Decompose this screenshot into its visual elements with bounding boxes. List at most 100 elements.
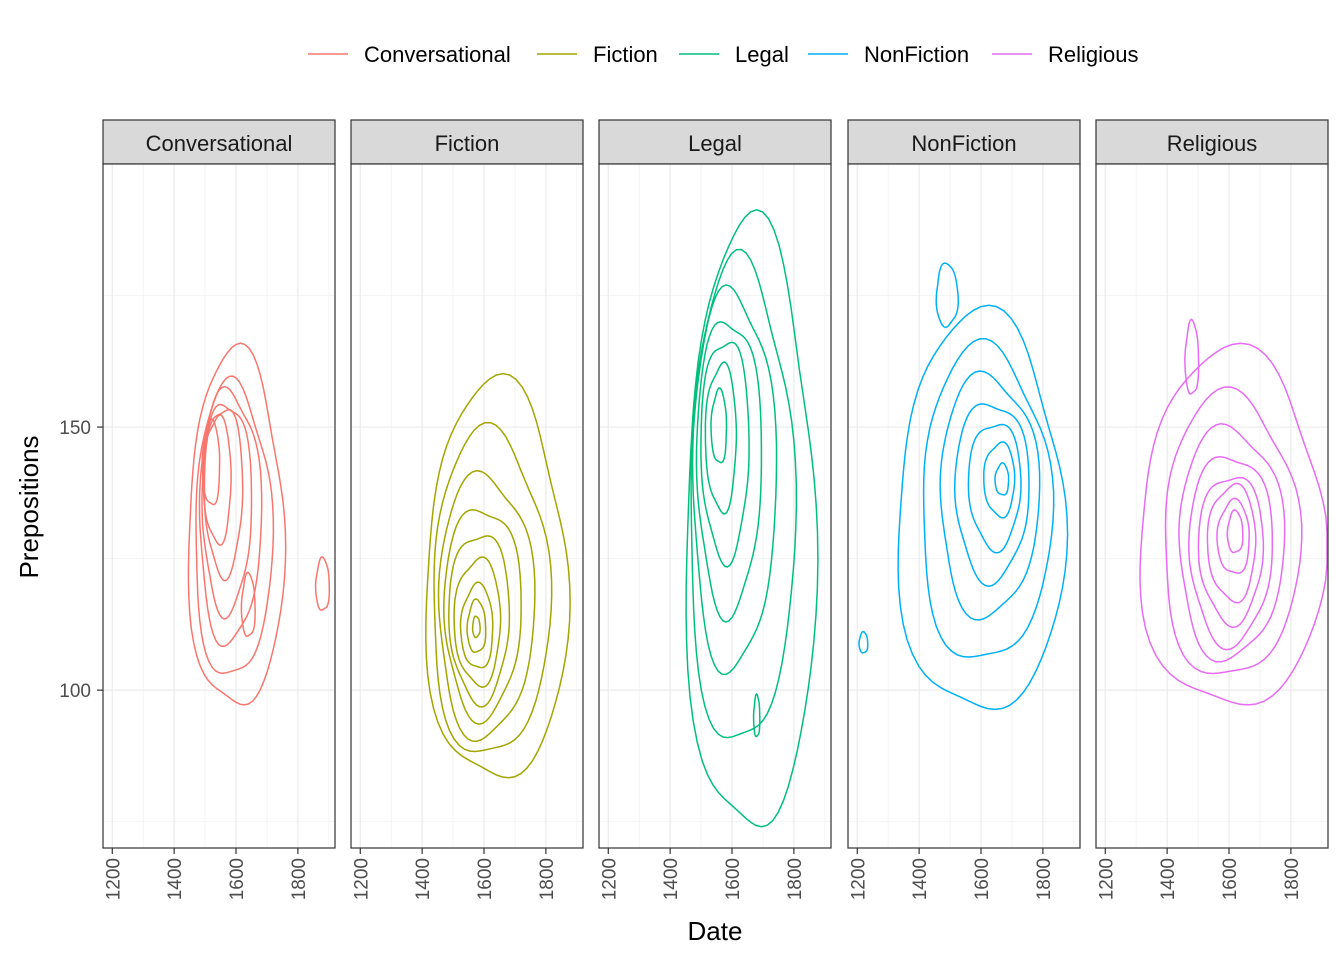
y-tick-label: 150	[59, 418, 91, 439]
contour-line	[198, 385, 263, 648]
x-axis-fiction: 1200 1400 1600 1800	[351, 848, 558, 900]
contour-line	[448, 535, 511, 708]
contours-conversational	[187, 342, 331, 706]
contour-line	[690, 248, 798, 739]
contours-religious	[1139, 318, 1328, 706]
contour-line	[994, 462, 1010, 496]
contours-fiction	[425, 372, 571, 779]
x-tick-label: 1600	[723, 858, 744, 900]
contour-line	[471, 615, 481, 639]
contour-line	[453, 556, 502, 688]
x-tick-label: 1400	[910, 858, 931, 900]
x-axis-conversational: 1200 1400 1600 1800	[103, 848, 310, 900]
contour-line	[695, 321, 763, 623]
strip-label-fiction: Fiction	[435, 131, 500, 156]
x-tick-label: 1200	[848, 858, 869, 900]
x-tick-label: 1800	[1282, 858, 1303, 900]
panel-religious: Religious 1200 1400 1600 1800	[1095, 119, 1329, 900]
x-tick-label: 1600	[227, 858, 248, 900]
x-tick-label: 1800	[1034, 858, 1055, 900]
contour-island	[858, 630, 869, 654]
x-tick-label: 1600	[475, 858, 496, 900]
contour-line	[1216, 497, 1250, 574]
contour-line	[1178, 423, 1286, 663]
contour-line	[201, 418, 221, 506]
contour-line	[922, 337, 1055, 658]
x-axis-religious: 1200 1400 1600 1800	[1096, 848, 1303, 900]
x-tick-label: 1200	[1096, 858, 1117, 900]
legend: Conversational Fiction Legal NonFiction Reli…	[308, 42, 1139, 67]
x-tick-label: 1600	[972, 858, 993, 900]
contour-line	[1226, 509, 1244, 554]
x-tick-label: 1800	[785, 858, 806, 900]
x-tick-label: 1200	[351, 858, 372, 900]
legend-label-fiction: Fiction	[593, 42, 658, 67]
contour-line	[704, 361, 738, 515]
strip-label-nonfiction: NonFiction	[911, 131, 1016, 156]
x-tick-label: 1200	[103, 858, 124, 900]
strip-label-conversational: Conversational	[146, 131, 293, 156]
contour-line	[201, 403, 253, 620]
y-axis: 100 150	[59, 418, 103, 702]
contour-line	[1139, 342, 1328, 706]
contour-line	[967, 423, 1022, 554]
x-tick-label: 1200	[599, 858, 620, 900]
contour-line	[466, 598, 487, 653]
panel-border-nonfiction	[847, 163, 1081, 849]
contour-line	[953, 403, 1030, 587]
panel-border-religious	[1095, 163, 1329, 849]
contour-line	[240, 571, 256, 637]
x-tick-label: 1400	[165, 858, 186, 900]
plot-area-nonfiction	[848, 164, 1080, 848]
plot-area-fiction	[351, 164, 583, 848]
x-tick-label: 1800	[537, 858, 558, 900]
contour-line	[195, 375, 275, 675]
contour-line	[685, 209, 819, 828]
panel-conversational: Conversational 1200 1400 1600 1800 100 150	[59, 119, 336, 900]
contour-line	[1197, 476, 1265, 629]
contour-line	[700, 341, 750, 568]
contour-line	[710, 387, 728, 464]
plot-area-conversational	[103, 164, 335, 848]
panel-border-fiction	[350, 163, 584, 849]
x-axis-title: Date	[688, 916, 743, 946]
contour-line	[433, 421, 553, 753]
contour-island	[314, 556, 331, 611]
panel-border-conversational	[102, 163, 336, 849]
strip-fiction	[350, 119, 584, 165]
panel-fiction: Fiction 1200 1400 1600 1800	[350, 119, 584, 900]
legend-label-legal: Legal	[735, 42, 789, 67]
contour-line	[1206, 482, 1257, 604]
legend-label-religious: Religious	[1048, 42, 1139, 67]
x-axis-nonfiction: 1200 1400 1600 1800	[848, 848, 1055, 900]
gridlines-religious	[1096, 164, 1328, 848]
panel-legal: Legal 1200 1400 1600 1800	[598, 119, 832, 900]
contour-line	[187, 342, 287, 706]
contour-line	[437, 469, 536, 742]
strip-conversational	[102, 119, 336, 165]
x-tick-label: 1400	[661, 858, 682, 900]
contour-line	[1188, 455, 1274, 651]
facet-panels: Conversational 1200 1400 1600 1800 100 150 Fict…	[59, 119, 1329, 900]
x-tick-label: 1400	[1158, 858, 1179, 900]
contours-nonfiction	[858, 262, 1069, 711]
strip-nonfiction	[847, 119, 1081, 165]
strip-religious	[1095, 119, 1329, 165]
contour-line	[459, 581, 494, 669]
contour-line	[1164, 386, 1303, 675]
legend-label-nonfiction: NonFiction	[864, 42, 969, 67]
contour-island	[935, 262, 960, 329]
contour-line	[691, 284, 778, 676]
strip-label-legal: Legal	[688, 131, 742, 156]
x-axis-legal: 1200 1400 1600 1800	[599, 848, 806, 900]
contour-line	[425, 372, 571, 779]
plot-area-legal	[599, 164, 831, 848]
contour-line	[939, 370, 1041, 621]
contour-island	[1184, 318, 1200, 395]
gridlines-nonfiction	[848, 164, 1080, 848]
contour-line	[443, 508, 522, 725]
panel-border-legal	[598, 163, 832, 849]
gridlines-conversational	[103, 164, 335, 848]
legend-label-conversational: Conversational	[364, 42, 511, 67]
